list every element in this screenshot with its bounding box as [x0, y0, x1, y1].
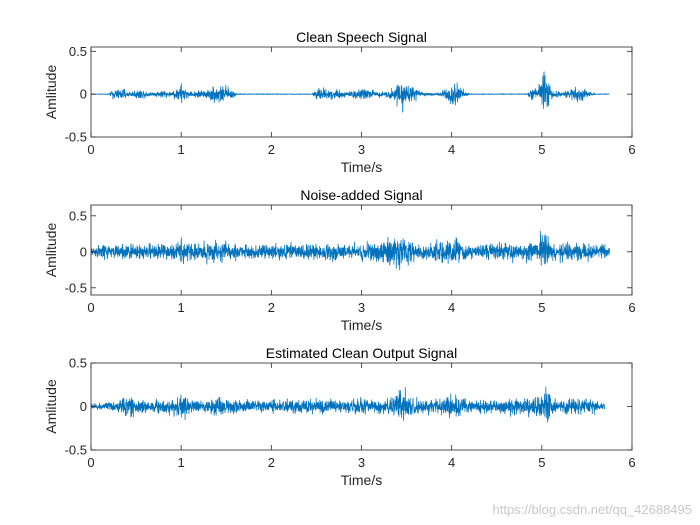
signal-line	[91, 71, 610, 113]
x-tick-label: 2	[268, 142, 275, 157]
x-axis-label: Time/s	[341, 472, 382, 488]
x-tick-label: 5	[538, 300, 545, 315]
x-tick-label: 1	[178, 300, 185, 315]
y-tick-label: 0	[80, 244, 87, 259]
x-tick-label: 4	[448, 142, 455, 157]
signal-line	[91, 386, 606, 423]
x-tick-label: 6	[628, 142, 635, 157]
x-tick-label: 1	[178, 455, 185, 470]
y-tick-label: -0.5	[65, 280, 87, 295]
x-tick-label: 3	[358, 300, 365, 315]
y-tick-label: 0.5	[69, 356, 87, 371]
x-tick-label: 6	[628, 300, 635, 315]
y-axis-label: Amlitude	[43, 223, 59, 278]
y-tick-label: -0.5	[65, 443, 87, 458]
x-tick-label: 5	[538, 142, 545, 157]
signal-line	[91, 230, 610, 271]
x-tick-label: 0	[87, 142, 94, 157]
x-tick-label: 6	[628, 455, 635, 470]
chart-title: Estimated Clean Output Signal	[266, 345, 457, 361]
y-axis-label: Amlitude	[43, 65, 59, 120]
y-axis-label: Amlitude	[43, 379, 59, 434]
x-tick-label: 4	[448, 300, 455, 315]
x-tick-label: 3	[358, 142, 365, 157]
y-tick-label: -0.5	[65, 130, 87, 145]
y-tick-label: 0	[80, 87, 87, 102]
y-tick-label: 0.5	[69, 208, 87, 223]
y-tick-label: 0	[80, 399, 87, 414]
x-tick-label: 0	[87, 455, 94, 470]
x-axis-label: Time/s	[341, 317, 382, 333]
y-tick-label: 0.5	[69, 44, 87, 59]
x-axis-label: Time/s	[341, 159, 382, 175]
x-tick-label: 2	[268, 455, 275, 470]
chart-title: Noise-added Signal	[300, 187, 422, 203]
x-tick-label: 3	[358, 455, 365, 470]
x-tick-label: 2	[268, 300, 275, 315]
watermark-text: https://blog.csdn.net/qq_42688495	[492, 502, 693, 517]
chart-title: Clean Speech Signal	[296, 29, 427, 45]
x-tick-label: 0	[87, 300, 94, 315]
x-tick-label: 4	[448, 455, 455, 470]
x-tick-label: 5	[538, 455, 545, 470]
x-tick-label: 1	[178, 142, 185, 157]
